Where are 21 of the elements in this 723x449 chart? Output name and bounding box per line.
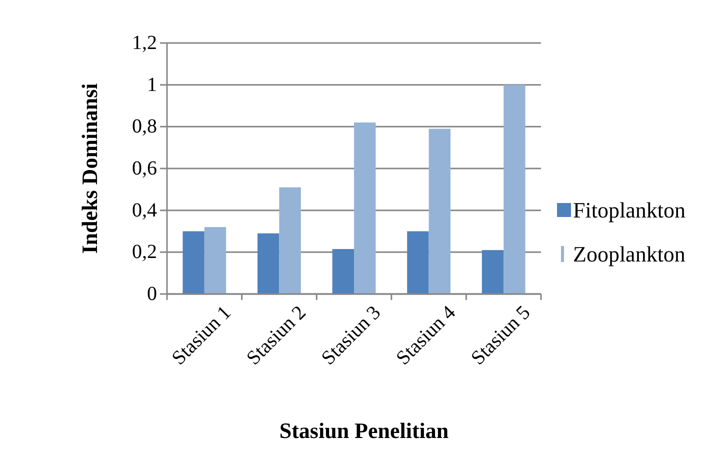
legend-label: Fitoplankton — [573, 198, 686, 222]
y-axis-title: Indeks Dominansi — [77, 83, 102, 254]
bar — [279, 187, 301, 294]
bar — [182, 231, 204, 294]
y-tick-label: 0,2 — [132, 241, 157, 264]
y-tick-label: 0,8 — [132, 116, 157, 138]
legend-label: Zooplankton — [573, 242, 686, 266]
bar — [354, 122, 376, 294]
bar — [258, 233, 280, 294]
bar — [428, 128, 450, 294]
bar — [482, 250, 504, 294]
bar — [204, 227, 226, 294]
y-tick-label: 0 — [147, 283, 157, 305]
y-tick-label: 1 — [147, 74, 157, 96]
y-tick-label: 1,2 — [132, 32, 157, 54]
x-axis-title: Stasiun Penelitian — [279, 418, 449, 443]
bar — [332, 249, 354, 294]
y-tick-label: 0,4 — [132, 199, 157, 222]
bar — [504, 84, 526, 294]
y-tick-label: 0,6 — [132, 158, 157, 180]
bar — [407, 231, 429, 294]
